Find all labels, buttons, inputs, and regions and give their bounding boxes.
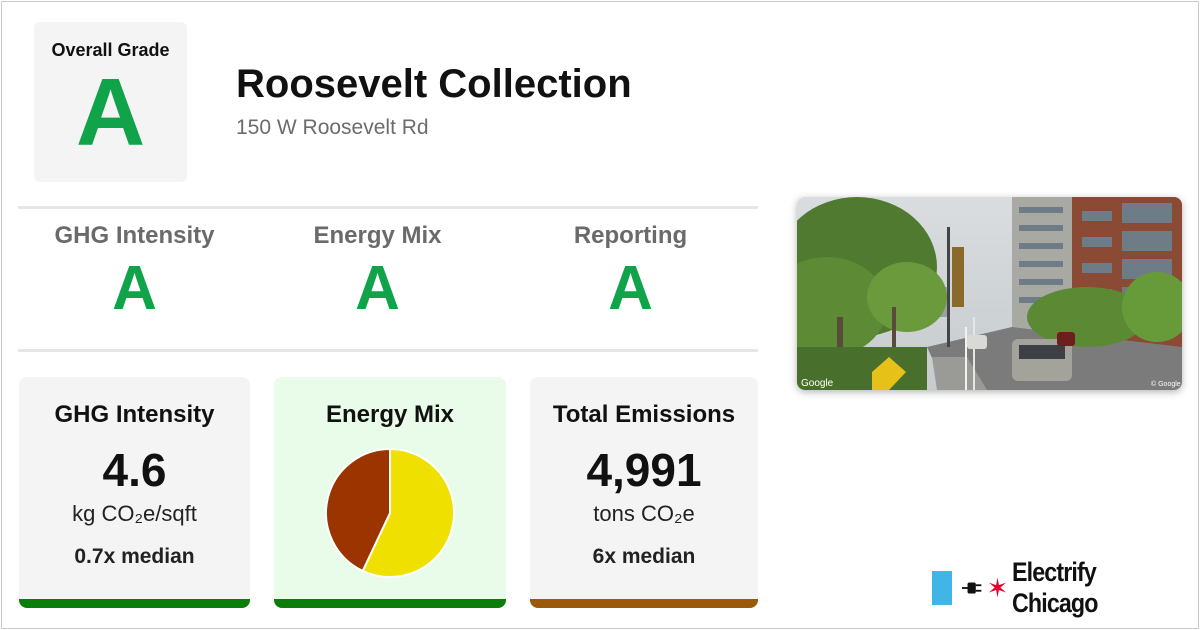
brand-name: Electrify Chicago [1012, 557, 1098, 618]
street-view-image: Google © Google [797, 197, 1182, 390]
energy-mix-card: Energy Mix [274, 377, 506, 608]
google-copyright: © Google [1151, 380, 1181, 388]
divider-top [18, 206, 758, 209]
overall-grade-label: Overall Grade [51, 40, 170, 60]
subgrade-ghg-intensity: GHG Intensity A [18, 222, 251, 342]
building-address: 150 W Roosevelt Rd [236, 116, 429, 139]
card-accent-bar [19, 599, 250, 608]
energy-mix-pie-chart [325, 447, 455, 578]
subgrade-reporting: Reporting A [504, 222, 757, 342]
ghg-intensity-value: 4.6 [102, 444, 167, 496]
subgrade-letter: A [112, 254, 157, 323]
card-title: GHG Intensity [54, 401, 215, 428]
card-title: Energy Mix [325, 401, 455, 428]
building-name: Roosevelt Collection [236, 62, 632, 106]
chicago-flag-stripe [932, 571, 953, 605]
pie-slice-0 [361, 447, 455, 578]
google-attribution: Google [801, 378, 834, 389]
subgrade-energy-mix: Energy Mix A [251, 222, 504, 342]
subgrade-letter: A [355, 254, 400, 323]
plug-icon [962, 582, 982, 594]
total-emissions-unit: tons CO₂e [593, 501, 695, 526]
subgrade-letter: A [608, 254, 653, 323]
overall-grade-letter: A [75, 59, 146, 166]
subgrades-row: GHG Intensity A Energy Mix A Reporting A [18, 222, 758, 342]
ghg-intensity-card: GHG Intensity 4.6 kg CO₂e/sqft 0.7x medi… [19, 377, 250, 608]
ghg-intensity-unit: kg CO₂e/sqft [72, 501, 197, 526]
card-accent-bar [530, 599, 758, 608]
card-accent-bar [274, 599, 506, 608]
subgrade-label: Reporting [573, 222, 688, 249]
total-emissions-card: Total Emissions 4,991 tons CO₂e 6x media… [530, 377, 758, 608]
total-emissions-value: 4,991 [586, 444, 702, 496]
overall-grade-box: Overall Grade A [34, 22, 187, 182]
divider-bottom [18, 349, 758, 352]
subgrade-label: GHG Intensity [54, 222, 215, 249]
ghg-intensity-median: 0.7x median [74, 545, 195, 568]
subgrade-label: Energy Mix [313, 222, 442, 249]
total-emissions-median: 6x median [592, 545, 696, 568]
electrify-chicago-logo[interactable]: ✶ Electrify Chicago [932, 557, 1200, 618]
card-title: Total Emissions [552, 401, 736, 428]
pie-slice-1 [325, 447, 391, 573]
street-view-photo: Google © Google [797, 197, 1182, 390]
chicago-star-icon: ✶ [986, 573, 1009, 603]
